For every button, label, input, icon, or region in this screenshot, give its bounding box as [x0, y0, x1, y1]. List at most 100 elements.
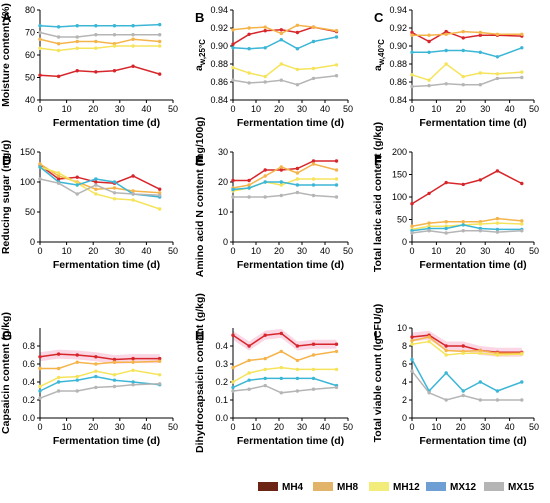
data-point-mx15 [56, 389, 61, 393]
y-tick-label: 0.86 [389, 77, 407, 87]
data-point-mx15 [334, 195, 339, 199]
data-point-mx15 [263, 80, 267, 84]
data-point-mh8 [444, 348, 448, 353]
data-point-mx15 [94, 33, 98, 37]
data-point-mx12 [112, 24, 117, 28]
data-point-mh4 [495, 169, 500, 173]
data-point-mh8 [131, 37, 135, 41]
data-point-mh12 [75, 374, 79, 379]
y-tick-label: 0.84 [389, 95, 407, 105]
legend-swatch-mx15 [484, 482, 504, 491]
legend-label-mh8: MH8 [337, 482, 359, 493]
y-tick-label: 0 [223, 237, 228, 247]
data-point-mx12 [247, 378, 251, 382]
data-point-mh4 [279, 168, 283, 172]
data-point-mh8 [56, 174, 61, 178]
data-point-mh12 [56, 171, 61, 175]
y-axis-title: Moisture content (%) [0, 3, 12, 107]
y-tick-label: 6 [402, 359, 407, 369]
data-point-mh8 [56, 42, 61, 46]
y-axis-title: Amino acid N content (mg/100g) [194, 117, 206, 277]
y-tick-label: 0.84 [210, 95, 228, 105]
data-point-mh8 [410, 224, 414, 228]
y-tick-label: 100 [20, 177, 35, 187]
y-tick-label: 20 [218, 177, 228, 187]
data-point-mx15 [247, 81, 251, 85]
data-point-mx15 [279, 193, 283, 198]
x-tick-label: 0 [409, 246, 414, 256]
data-point-mx15 [295, 190, 300, 195]
y-axis-title: Dihydrocapsaicin content (g/kg) [194, 293, 206, 453]
data-point-mh12 [427, 339, 431, 344]
data-point-mh8 [410, 338, 414, 343]
y-tick-label: 0.0 [215, 413, 228, 423]
data-point-mx15 [112, 384, 117, 389]
data-point-mh8 [263, 356, 267, 361]
data-point-mh12 [520, 352, 524, 356]
y-tick-label: 0.92 [210, 23, 228, 33]
data-point-mh4 [231, 333, 235, 337]
series-line-mx12 [411, 359, 523, 393]
x-tick-label: 50 [168, 246, 178, 256]
data-point-mx15 [520, 398, 524, 402]
panel-letter: F [374, 153, 382, 168]
data-point-mx12 [311, 376, 316, 381]
data-point-mh4 [247, 32, 251, 36]
data-point-mx15 [131, 33, 135, 37]
data-point-mx12 [263, 376, 267, 381]
data-point-mx15 [75, 192, 79, 196]
data-point-mh4 [94, 355, 98, 359]
data-point-mx12 [461, 48, 465, 53]
data-point-mx12 [279, 180, 283, 184]
data-point-mx12 [295, 376, 300, 381]
data-point-mh12 [38, 46, 42, 50]
panel-e: E 0 10 20 30 40 50 0 10 20 30 Fermentation time (d)… [194, 117, 353, 277]
panel-d: D 0 10 20 30 40 50 0 50 100 150 Fermentation time (… [0, 140, 178, 271]
data-point-mh4 [263, 333, 267, 337]
data-point-mx15 [444, 231, 448, 235]
x-tick-label: 30 [480, 422, 490, 432]
panel-a: A 0 10 20 30 40 50 40 50 60 70 80 Fermentation time … [0, 3, 178, 129]
data-point-mh4 [427, 191, 431, 196]
data-point-mh8 [112, 186, 117, 190]
data-point-mx12 [231, 46, 235, 50]
data-point-mx12 [247, 186, 251, 190]
data-point-mh12 [334, 367, 339, 372]
data-point-mh4 [131, 174, 135, 178]
x-tick-label: 40 [141, 104, 151, 114]
data-point-mx15 [495, 398, 500, 402]
data-point-mh12 [112, 373, 117, 377]
data-point-mx15 [334, 385, 339, 390]
data-point-mx12 [94, 177, 98, 181]
data-point-mx15 [263, 383, 267, 388]
data-point-mh8 [94, 187, 98, 191]
data-point-mh4 [231, 178, 235, 183]
x-tick-label: 20 [274, 104, 284, 114]
data-point-mx12 [478, 50, 483, 54]
data-point-mh8 [478, 30, 483, 35]
data-point-mh12 [495, 221, 500, 225]
data-point-mh12 [158, 373, 162, 377]
x-tick-label: 30 [297, 422, 307, 432]
data-point-mh4 [247, 178, 251, 183]
y-tick-label: 2 [402, 395, 407, 405]
x-tick-label: 0 [230, 104, 235, 114]
data-point-mh12 [75, 46, 79, 50]
x-axis-title: Fermentation time (d) [419, 259, 526, 271]
x-tick-label: 50 [529, 246, 539, 256]
x-axis-title: Fermentation time (d) [53, 117, 160, 129]
data-point-mh12 [311, 66, 316, 71]
panel-letter: E [195, 153, 204, 168]
y-axis-title: Total lactic acid content (g/kg) [372, 122, 384, 272]
data-point-mh12 [410, 342, 414, 346]
y-tick-label: 0.86 [210, 77, 228, 87]
x-tick-label: 40 [505, 422, 515, 432]
y-tick-label: 8 [402, 341, 407, 351]
data-point-mh12 [410, 73, 414, 77]
x-tick-label: 10 [251, 104, 261, 114]
x-tick-label: 10 [431, 422, 441, 432]
y-tick-label: 100 [392, 192, 407, 202]
data-point-mx15 [56, 181, 61, 185]
x-tick-label: 40 [320, 422, 330, 432]
data-point-mx12 [334, 35, 339, 39]
